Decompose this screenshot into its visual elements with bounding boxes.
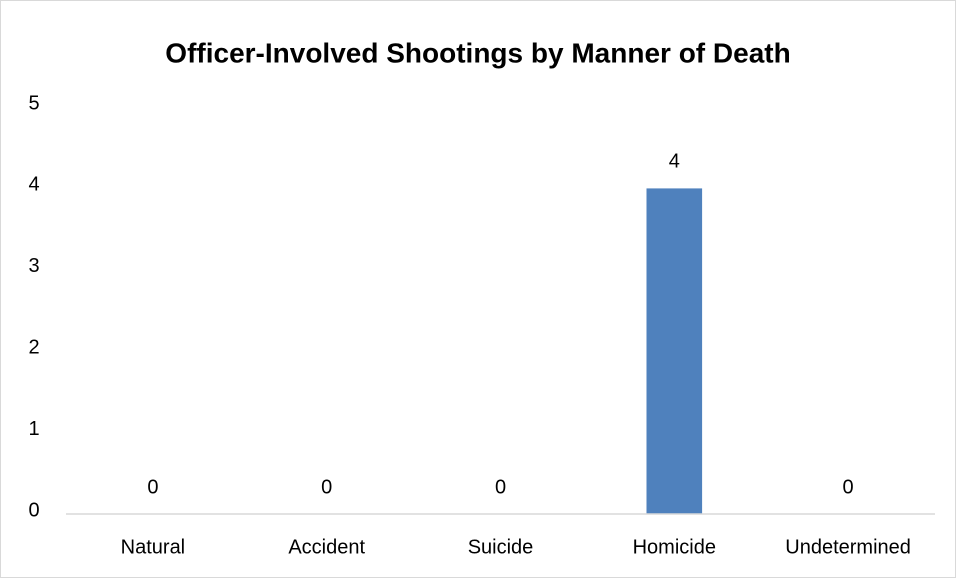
data-label: 4 (669, 151, 680, 173)
chart-title: Officer-Involved Shootings by Manner of … (165, 37, 790, 68)
y-tick-label: 3 (28, 255, 39, 277)
x-tick-label: Natural (121, 536, 185, 558)
x-tick-label: Accident (288, 536, 365, 558)
x-tick-label: Homicide (633, 536, 716, 558)
data-label: 0 (321, 476, 332, 498)
y-tick-label: 4 (28, 174, 39, 196)
bar (646, 188, 703, 514)
data-label: 0 (843, 476, 854, 498)
y-tick-label: 5 (28, 92, 39, 114)
data-label: 0 (495, 476, 506, 498)
y-tick-label: 1 (28, 418, 39, 440)
x-tick-label: Undetermined (785, 536, 911, 558)
data-label: 0 (147, 476, 158, 498)
y-tick-label: 2 (28, 336, 39, 358)
x-tick-label: Suicide (468, 536, 534, 558)
y-tick-label: 0 (28, 499, 39, 521)
